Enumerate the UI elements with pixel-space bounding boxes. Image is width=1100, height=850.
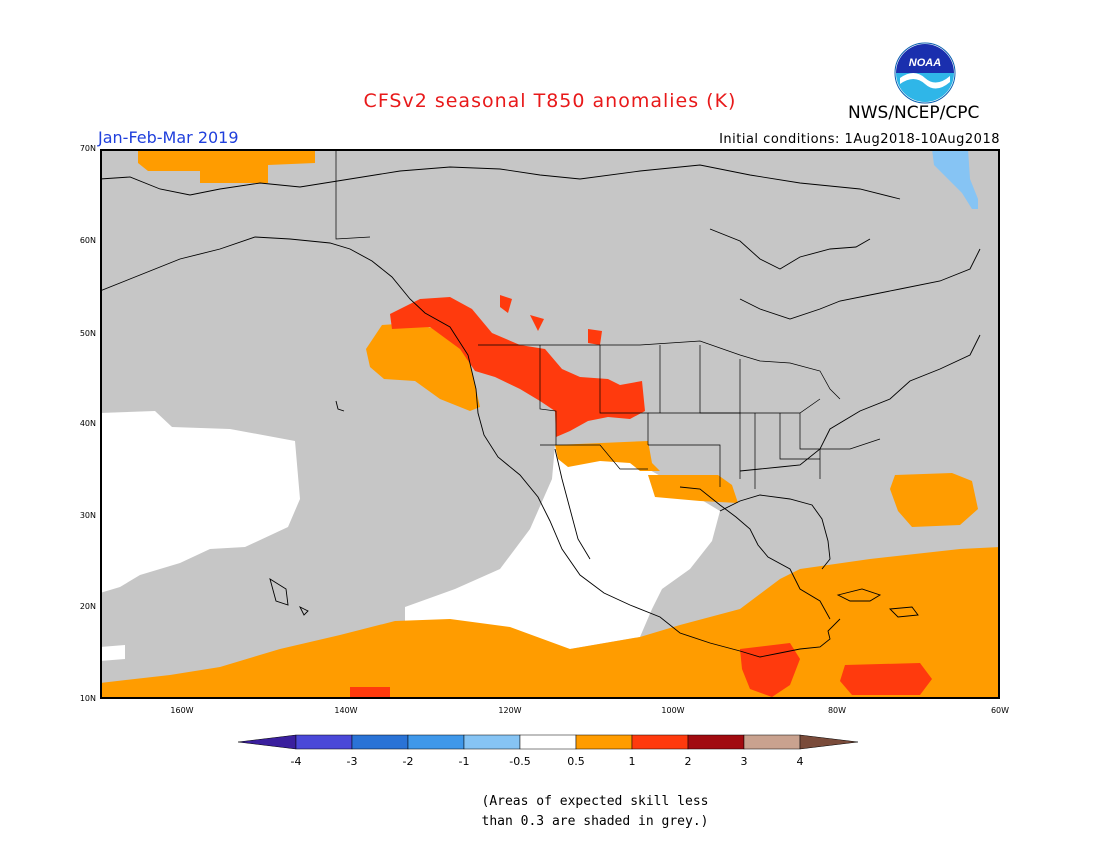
orange-region-arctic <box>138 149 315 183</box>
colorbar-segment <box>519 734 577 750</box>
red-region-honduras <box>740 643 800 697</box>
colorbar-label: 4 <box>797 755 804 768</box>
colorbar-label: 1 <box>629 755 636 768</box>
colorbar-segment <box>238 734 297 750</box>
colorbar-segment <box>799 734 859 750</box>
colorbar: -4 -3 -2 -1 -0.5 0.5 1 2 3 4 <box>238 734 859 768</box>
red-region-canada-north <box>500 295 602 345</box>
colorbar-segment <box>687 734 745 750</box>
colorbar-label: -3 <box>347 755 358 768</box>
colorbar-segment <box>463 734 521 750</box>
colorbar-segment <box>295 734 353 750</box>
orange-region-pacific-northwest <box>366 323 480 411</box>
svg-text:NOAA: NOAA <box>909 57 941 69</box>
anomaly-map <box>100 149 1000 699</box>
lat-tick-30n: 30N <box>79 511 96 520</box>
lat-tick-20n: 20N <box>79 602 96 611</box>
noaa-logo: NOAA <box>894 42 956 104</box>
lon-tick-140w: 140W <box>334 706 358 715</box>
skill-note-line-2: than 0.3 are shaded in grey.) <box>481 814 709 829</box>
colorbar-segment <box>575 734 633 750</box>
red-region-caribbean <box>840 663 932 695</box>
lat-tick-40n: 40N <box>79 419 96 428</box>
skill-note: (Areas of expected skill less than 0.3 a… <box>0 792 1100 832</box>
agency-label: NWS/NCEP/CPC <box>848 103 980 123</box>
political-boundaries <box>335 149 881 489</box>
lat-tick-10n: 10N <box>79 694 96 703</box>
lat-tick-50n: 50N <box>79 329 96 338</box>
colorbar-label: -0.5 <box>509 755 530 768</box>
colorbar-label: 3 <box>741 755 748 768</box>
lon-tick-100w: 100W <box>661 706 685 715</box>
lon-tick-160w: 160W <box>170 706 194 715</box>
skill-note-line-1: (Areas of expected skill less <box>481 794 709 809</box>
initial-conditions-label: Initial conditions: 1Aug2018-10Aug2018 <box>719 132 1000 147</box>
lon-tick-60w: 60W <box>990 706 1010 715</box>
colorbar-label: -2 <box>403 755 414 768</box>
orange-region-southwest <box>555 441 660 471</box>
orange-region-atlantic <box>890 473 978 527</box>
red-region-canada-west <box>390 297 645 437</box>
colorbar-label: -4 <box>291 755 302 768</box>
lat-tick-60n: 60N <box>79 236 96 245</box>
colorbar-label: 0.5 <box>567 755 585 768</box>
colorbar-label: -1 <box>459 755 470 768</box>
colorbar-label: 2 <box>685 755 692 768</box>
lightblue-region-greenland <box>932 149 978 209</box>
colorbar-segment <box>351 734 409 750</box>
white-region-mexico <box>405 445 720 649</box>
period-label: Jan-Feb-Mar 2019 <box>98 128 239 147</box>
orange-region-gulf <box>648 475 738 503</box>
red-region-pacific <box>350 687 390 699</box>
coastlines <box>100 164 981 658</box>
white-region-pacific-north <box>100 411 300 593</box>
colorbar-segment <box>743 734 801 750</box>
lon-tick-120w: 120W <box>498 706 522 715</box>
lon-tick-80w: 80W <box>827 706 847 715</box>
white-region-pacific-south <box>100 645 125 661</box>
colorbar-segment <box>631 734 689 750</box>
colorbar-segment <box>407 734 465 750</box>
chart-title: CFSv2 seasonal T850 anomalies (K) <box>363 90 737 112</box>
lat-tick-70n: 70N <box>79 144 96 153</box>
